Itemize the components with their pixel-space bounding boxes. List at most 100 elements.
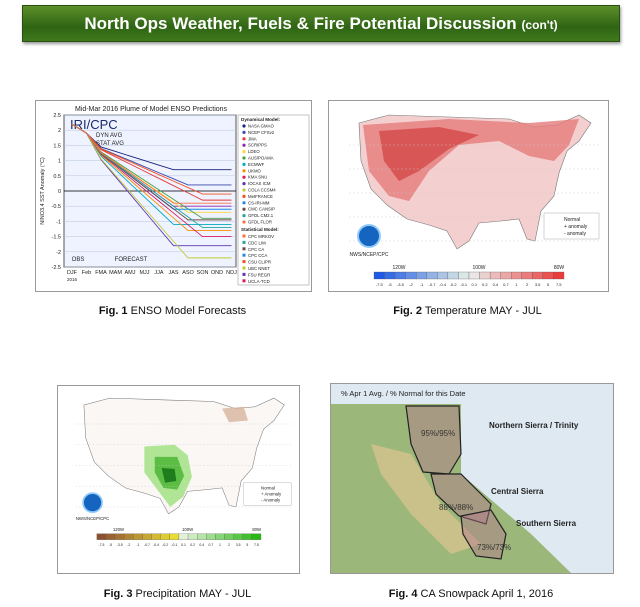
label: % Apr 1 Avg. / % Normal for this Date xyxy=(341,389,466,398)
label: CPC CA xyxy=(248,247,264,252)
fig-label: Fig. 3 xyxy=(103,588,133,600)
label: Feb xyxy=(82,270,91,276)
label: -2 xyxy=(56,250,61,256)
label: 80W xyxy=(252,527,262,532)
legend-marker xyxy=(242,130,246,134)
label: 0.1 xyxy=(471,282,477,287)
label: COLA CCSM4 xyxy=(248,188,276,193)
label: Southern Sierra xyxy=(516,519,577,528)
caption-3: Fig. 3 Precipitation MAY - JUL xyxy=(57,588,298,600)
legend-marker xyxy=(242,234,246,238)
california xyxy=(331,404,571,573)
fig-caption: ENSO Model Forecasts xyxy=(130,305,247,317)
label: 0.1 xyxy=(181,543,186,547)
valley xyxy=(371,444,481,554)
region xyxy=(460,509,507,560)
label: 0 xyxy=(58,189,61,195)
map-group: NWS/NCEP/CPC Normal+ Anomaly- Anomaly 120W… xyxy=(75,397,292,547)
legend-marker xyxy=(242,124,246,128)
scale-cell xyxy=(384,271,396,280)
header-suffix: (con't) xyxy=(521,18,558,32)
label: -3.5 xyxy=(397,282,405,287)
scale-cell xyxy=(233,533,243,540)
label: OND xyxy=(211,270,223,276)
temperature-map: NWS/NCEP/CPC Normal+ anomaly- anomaly 120W… xyxy=(349,114,600,287)
scale-cell xyxy=(373,271,385,280)
label: SON xyxy=(197,270,209,276)
label: - anomaly xyxy=(564,231,586,237)
label: -2 xyxy=(127,543,130,547)
legend-marker xyxy=(242,194,246,198)
legend-marker xyxy=(242,207,246,211)
label: 3.5 xyxy=(236,543,241,547)
label: -0.2 xyxy=(450,282,458,287)
label: UCLA-TCD xyxy=(248,279,270,284)
label: JMA xyxy=(248,136,257,141)
label: -0.2 xyxy=(162,543,168,547)
legend-marker xyxy=(242,220,246,224)
label: 2016 xyxy=(67,277,78,282)
legend-marker xyxy=(242,260,246,264)
label: -3.5 xyxy=(117,543,123,547)
label: 1 xyxy=(515,282,518,287)
legend-marker xyxy=(242,240,246,244)
legend-marker xyxy=(242,247,246,251)
label: JJA xyxy=(154,270,164,276)
label: CDC LIM xyxy=(248,240,266,245)
label: CSU CLIPR xyxy=(248,260,271,265)
label: 0.4 xyxy=(199,543,204,547)
map-group: NWS/NCEP/CPC Normal+ anomaly- anomaly 120W… xyxy=(349,114,600,287)
label: LDEO xyxy=(248,149,260,154)
label: CS-IRI-MM xyxy=(248,200,270,205)
caption-1: Fig. 1 ENSO Model Forecasts xyxy=(35,305,310,317)
label: 5 xyxy=(246,543,248,547)
label: IRI/CPC xyxy=(70,117,118,132)
scale-cell xyxy=(124,533,134,540)
scale-cell xyxy=(187,533,198,540)
plume-line xyxy=(71,123,232,195)
legend-box xyxy=(237,114,310,286)
label: OBS xyxy=(72,257,85,263)
label: -0.1 xyxy=(460,282,468,287)
label: Normal xyxy=(564,217,580,223)
label: FMA xyxy=(95,270,107,276)
legend-marker xyxy=(242,201,246,205)
label: -1 xyxy=(420,282,424,287)
legend-marker xyxy=(242,214,246,218)
scale-cell xyxy=(405,271,417,280)
label: 73%/73% xyxy=(477,543,511,552)
legend-marker xyxy=(242,188,246,192)
scale-cell xyxy=(521,271,533,280)
fig-label: Fig. 4 xyxy=(388,588,418,600)
label: -0.4 xyxy=(153,543,159,547)
scale-cell xyxy=(178,533,189,540)
label: IOCAS ICM xyxy=(248,181,271,186)
enso-plot: Mid-Mar 2016 Plume of Model ENSO Predict… xyxy=(40,106,310,286)
figure-1: Mid-Mar 2016 Plume of Model ENSO Predict… xyxy=(35,100,312,292)
label: 1 xyxy=(219,543,221,547)
scale-cell xyxy=(114,533,125,540)
label: -0.7 xyxy=(144,543,150,547)
header: North Ops Weather, Fuels & Fire Potentia… xyxy=(22,5,620,42)
label: 0.5 xyxy=(53,174,61,180)
legend-marker xyxy=(242,156,246,160)
label: FSU REGR xyxy=(248,272,270,277)
snowpack-map: % Apr 1 Avg. / % Normal for this Date Nor… xyxy=(331,384,613,573)
label: MAM xyxy=(109,270,122,276)
label: 5 xyxy=(547,282,550,287)
label: + Anomaly xyxy=(261,492,282,497)
label: 88%/88% xyxy=(439,503,473,512)
scale-cell xyxy=(215,533,225,540)
label: -0.5 xyxy=(52,204,61,210)
label: -0.1 xyxy=(171,543,177,547)
legend-marker xyxy=(242,175,246,179)
label: NCEP CFSv2 xyxy=(248,130,275,135)
scale-cell xyxy=(96,533,107,540)
label: NWS/NCEP/CPC xyxy=(76,516,109,521)
label: 80W xyxy=(554,265,565,271)
plume-line xyxy=(71,123,232,259)
label: Dynamical Model: xyxy=(241,117,281,122)
scale-cell xyxy=(416,271,427,280)
label: 100W xyxy=(472,265,485,271)
fig-label: Fig. 2 xyxy=(393,305,422,317)
